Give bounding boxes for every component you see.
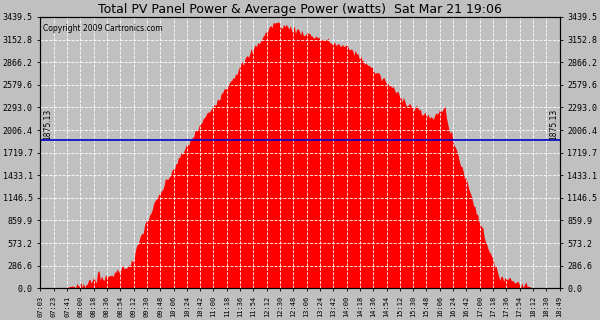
Title: Total PV Panel Power & Average Power (watts)  Sat Mar 21 19:06: Total PV Panel Power & Average Power (wa… <box>98 3 502 16</box>
Text: 1875.13: 1875.13 <box>550 109 559 140</box>
Text: Copyright 2009 Cartronics.com: Copyright 2009 Cartronics.com <box>43 24 163 33</box>
Text: 1875.13: 1875.13 <box>43 109 52 140</box>
